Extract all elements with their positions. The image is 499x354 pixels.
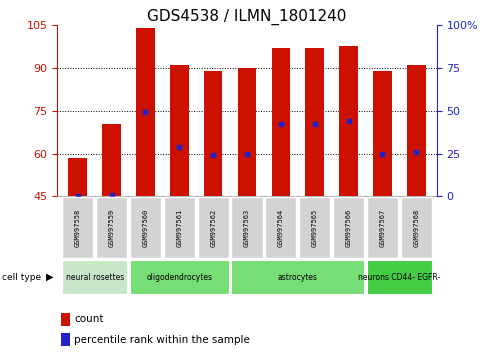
Bar bbox=[373, 70, 392, 196]
Bar bbox=[271, 48, 290, 196]
Bar bbox=[170, 65, 189, 196]
FancyBboxPatch shape bbox=[401, 197, 432, 258]
Text: neurons CD44- EGFR-: neurons CD44- EGFR- bbox=[358, 273, 441, 281]
Text: cell type: cell type bbox=[2, 273, 41, 281]
Text: GSM997558: GSM997558 bbox=[75, 208, 81, 247]
Text: GSM997567: GSM997567 bbox=[379, 208, 385, 247]
FancyBboxPatch shape bbox=[367, 197, 398, 258]
FancyBboxPatch shape bbox=[130, 260, 229, 294]
FancyBboxPatch shape bbox=[130, 197, 161, 258]
FancyBboxPatch shape bbox=[96, 197, 127, 258]
Text: GSM997566: GSM997566 bbox=[346, 208, 352, 247]
FancyBboxPatch shape bbox=[198, 197, 229, 258]
FancyBboxPatch shape bbox=[164, 197, 195, 258]
Text: count: count bbox=[74, 314, 104, 325]
FancyBboxPatch shape bbox=[265, 197, 296, 258]
Title: GDS4538 / ILMN_1801240: GDS4538 / ILMN_1801240 bbox=[147, 8, 347, 25]
Text: neural rosettes: neural rosettes bbox=[65, 273, 124, 281]
Text: GSM997565: GSM997565 bbox=[312, 208, 318, 247]
Text: percentile rank within the sample: percentile rank within the sample bbox=[74, 335, 250, 345]
Text: oligodendrocytes: oligodendrocytes bbox=[146, 273, 212, 281]
Text: GSM997560: GSM997560 bbox=[142, 208, 148, 247]
FancyBboxPatch shape bbox=[62, 260, 127, 294]
Bar bbox=[407, 65, 426, 196]
FancyBboxPatch shape bbox=[333, 197, 364, 258]
Bar bbox=[68, 158, 87, 196]
FancyBboxPatch shape bbox=[367, 260, 432, 294]
FancyBboxPatch shape bbox=[62, 197, 93, 258]
Bar bbox=[61, 333, 69, 346]
Text: GSM997559: GSM997559 bbox=[109, 208, 115, 247]
FancyBboxPatch shape bbox=[299, 197, 330, 258]
Text: GSM997562: GSM997562 bbox=[210, 208, 216, 247]
Bar bbox=[204, 70, 223, 196]
Bar bbox=[305, 48, 324, 196]
Text: GSM997564: GSM997564 bbox=[278, 208, 284, 247]
Bar bbox=[136, 28, 155, 196]
FancyBboxPatch shape bbox=[232, 260, 364, 294]
Text: GSM997561: GSM997561 bbox=[176, 208, 182, 247]
Text: GSM997563: GSM997563 bbox=[244, 208, 250, 247]
Text: GSM997568: GSM997568 bbox=[413, 208, 419, 247]
FancyBboxPatch shape bbox=[232, 197, 262, 258]
Bar bbox=[339, 46, 358, 196]
Bar bbox=[61, 313, 69, 326]
Bar bbox=[238, 68, 256, 196]
Text: ▶: ▶ bbox=[46, 272, 54, 282]
Text: astrocytes: astrocytes bbox=[278, 273, 318, 281]
Bar bbox=[102, 124, 121, 196]
